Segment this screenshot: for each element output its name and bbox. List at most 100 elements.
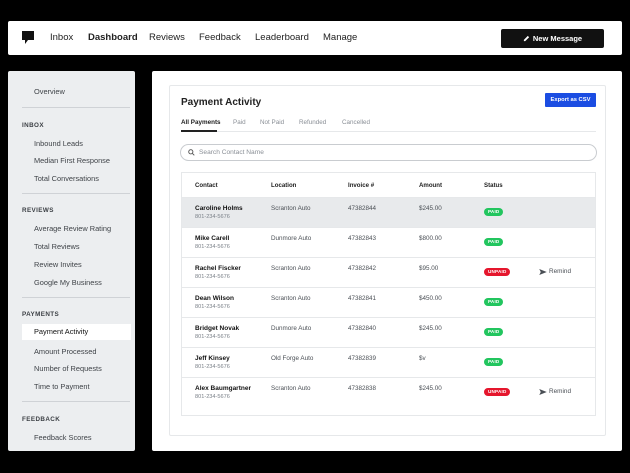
table-row[interactable]: Caroline Holms 801-234-5676 Scranton Aut… bbox=[182, 197, 595, 227]
location-cell: Scranton Auto bbox=[271, 385, 311, 392]
remind-button[interactable]: Remind bbox=[539, 388, 571, 395]
invoice-cell: 47382844 bbox=[348, 205, 377, 212]
contact-name[interactable]: Alex Baumgartner bbox=[195, 385, 251, 392]
sidebar-divider bbox=[22, 193, 130, 194]
contact-phone: 801-234-5676 bbox=[195, 274, 230, 280]
location-cell: Old Forge Auto bbox=[271, 355, 314, 362]
table-row[interactable]: Rachel Fiscker 801-234-5676 Scranton Aut… bbox=[182, 257, 595, 287]
location-cell: Dunmore Auto bbox=[271, 325, 312, 332]
sidebar: Overview INBOX Inbound Leads Median Firs… bbox=[8, 71, 135, 451]
invoice-cell: 47382841 bbox=[348, 295, 377, 302]
remind-button[interactable]: Remind bbox=[539, 268, 571, 275]
sidebar-item-median-first-response[interactable]: Median First Response bbox=[34, 156, 110, 165]
search-input[interactable] bbox=[199, 149, 559, 156]
tab-not-paid[interactable]: Not Paid bbox=[260, 119, 285, 126]
export-csv-button[interactable]: Export as CSV bbox=[545, 93, 596, 107]
search-bar[interactable] bbox=[180, 144, 597, 161]
contact-name[interactable]: Rachel Fiscker bbox=[195, 265, 241, 272]
contact-name[interactable]: Bridget Novak bbox=[195, 325, 240, 332]
sidebar-item-number-of-requests[interactable]: Number of Requests bbox=[34, 364, 102, 373]
sidebar-heading-feedback: FEEDBACK bbox=[22, 416, 61, 423]
active-tab-indicator bbox=[181, 130, 217, 132]
sidebar-item-google-my-business[interactable]: Google My Business bbox=[34, 278, 102, 287]
table-row[interactable]: Alex Baumgartner 801-234-5676 Scranton A… bbox=[182, 377, 595, 407]
invoice-cell: 47382840 bbox=[348, 325, 377, 332]
column-header-invoice[interactable]: Invoice # bbox=[348, 182, 375, 189]
sidebar-item-overview[interactable]: Overview bbox=[34, 87, 65, 96]
location-cell: Scranton Auto bbox=[271, 295, 311, 302]
sidebar-item-time-to-payment[interactable]: Time to Payment bbox=[34, 382, 90, 391]
sidebar-divider bbox=[22, 107, 130, 108]
contact-phone: 801-234-5676 bbox=[195, 214, 230, 220]
payment-activity-card: Payment Activity Export as CSV All Payme… bbox=[169, 85, 606, 436]
contact-phone: 801-234-5676 bbox=[195, 304, 230, 310]
send-icon bbox=[539, 268, 547, 275]
pencil-icon bbox=[523, 35, 530, 42]
sidebar-item-amount-processed[interactable]: Amount Processed bbox=[34, 347, 97, 356]
sidebar-heading-reviews: REVIEWS bbox=[22, 207, 54, 214]
column-header-status[interactable]: Status bbox=[484, 182, 503, 189]
sidebar-item-feedback-scores[interactable]: Feedback Scores bbox=[34, 433, 92, 442]
amount-cell: $245.00 bbox=[419, 325, 442, 332]
contact-name[interactable]: Dean Wilson bbox=[195, 295, 234, 302]
contact-name[interactable]: Mike Carell bbox=[195, 235, 230, 242]
contact-phone: 801-234-5676 bbox=[195, 364, 230, 370]
page-title: Payment Activity bbox=[181, 97, 262, 108]
amount-cell: $245.00 bbox=[419, 205, 442, 212]
contact-phone: 801-234-5676 bbox=[195, 334, 230, 340]
nav-leaderboard[interactable]: Leaderboard bbox=[255, 32, 309, 43]
new-message-button[interactable]: New Message bbox=[501, 29, 604, 48]
amount-cell: $450.00 bbox=[419, 295, 442, 302]
status-badge: PAID bbox=[484, 328, 504, 336]
column-header-amount[interactable]: Amount bbox=[419, 182, 443, 189]
contact-name[interactable]: Jeff Kinsey bbox=[195, 355, 230, 362]
sidebar-divider bbox=[22, 297, 130, 298]
sidebar-item-inbound-leads[interactable]: Inbound Leads bbox=[34, 139, 83, 148]
sidebar-item-average-review-rating[interactable]: Average Review Rating bbox=[34, 224, 112, 233]
search-icon bbox=[188, 149, 195, 156]
table-row[interactable]: Bridget Novak 801-234-5676 Dunmore Auto … bbox=[182, 317, 595, 347]
nav-reviews[interactable]: Reviews bbox=[149, 32, 185, 43]
invoice-cell: 47382839 bbox=[348, 355, 377, 362]
status-badge: PAID bbox=[484, 298, 504, 306]
table-row[interactable]: Jeff Kinsey 801-234-5676 Old Forge Auto … bbox=[182, 347, 595, 377]
status-badge: PAID bbox=[484, 238, 504, 246]
tab-cancelled[interactable]: Cancelled bbox=[342, 119, 371, 126]
status-badge: PAID bbox=[484, 358, 504, 366]
location-cell: Dunmore Auto bbox=[271, 235, 312, 242]
location-cell: Scranton Auto bbox=[271, 205, 311, 212]
sidebar-item-payment-activity[interactable]: Payment Activity bbox=[22, 324, 131, 340]
sidebar-heading-inbox: INBOX bbox=[22, 122, 44, 129]
column-header-contact[interactable]: Contact bbox=[195, 182, 218, 189]
send-icon bbox=[539, 388, 547, 395]
nav-feedback[interactable]: Feedback bbox=[199, 32, 241, 43]
remind-label: Remind bbox=[549, 268, 572, 275]
contact-phone: 801-234-5676 bbox=[195, 244, 230, 250]
amount-cell: $v bbox=[419, 355, 426, 362]
status-badge: UNPAID bbox=[484, 268, 511, 276]
tab-refunded[interactable]: Refunded bbox=[299, 119, 327, 126]
invoice-cell: 47382842 bbox=[348, 265, 377, 272]
tab-all-payments[interactable]: All Payments bbox=[181, 119, 221, 126]
table-row[interactable]: Mike Carell 801-234-5676 Dunmore Auto 47… bbox=[182, 227, 595, 257]
tabs-divider bbox=[181, 131, 596, 132]
sidebar-item-total-reviews[interactable]: Total Reviews bbox=[34, 242, 80, 251]
sidebar-heading-payments: PAYMENTS bbox=[22, 311, 60, 318]
sidebar-item-total-conversations[interactable]: Total Conversations bbox=[34, 174, 99, 183]
remind-label: Remind bbox=[549, 388, 572, 395]
table-row[interactable]: Dean Wilson 801-234-5676 Scranton Auto 4… bbox=[182, 287, 595, 317]
new-message-label: New Message bbox=[532, 34, 583, 43]
nav-dashboard[interactable]: Dashboard bbox=[88, 32, 138, 43]
contact-name[interactable]: Caroline Holms bbox=[195, 205, 243, 212]
sidebar-divider bbox=[22, 401, 130, 402]
status-badge: UNPAID bbox=[484, 388, 511, 396]
status-badge: PAID bbox=[484, 208, 504, 216]
contact-phone: 801-234-5676 bbox=[195, 394, 230, 400]
sidebar-item-review-invites[interactable]: Review Invites bbox=[34, 260, 82, 269]
logo-icon[interactable] bbox=[22, 31, 34, 44]
tab-paid[interactable]: Paid bbox=[233, 119, 246, 126]
nav-manage[interactable]: Manage bbox=[323, 32, 358, 43]
nav-inbox[interactable]: Inbox bbox=[50, 32, 74, 43]
main-panel: Payment Activity Export as CSV All Payme… bbox=[152, 71, 622, 451]
column-header-location[interactable]: Location bbox=[271, 182, 297, 189]
